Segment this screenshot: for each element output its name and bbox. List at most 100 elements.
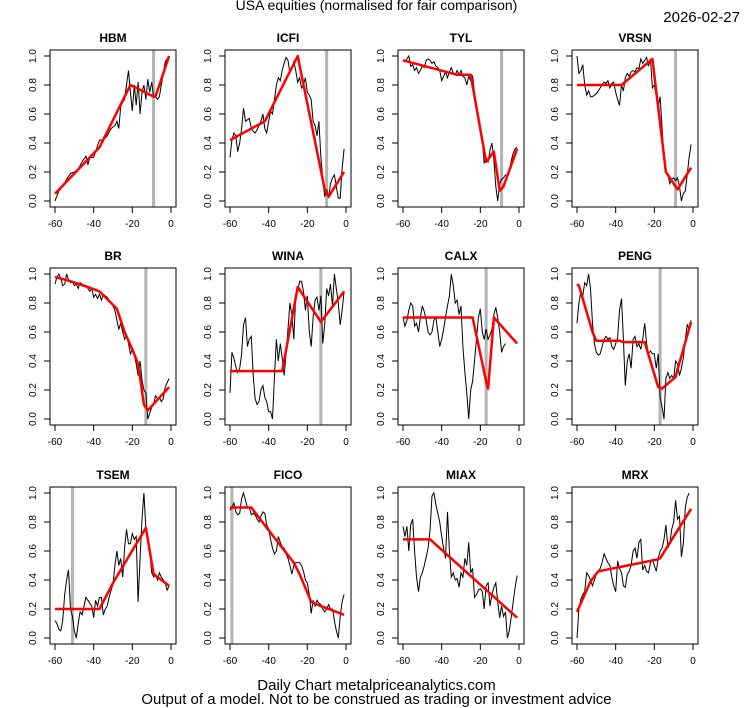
x-tick-label: -60	[396, 219, 411, 230]
y-tick-label: 0.0	[203, 631, 214, 645]
y-tick-label: 1.0	[376, 267, 387, 281]
x-tick-label: -20	[473, 656, 488, 667]
x-tick-label: -20	[125, 656, 140, 667]
x-tick-label: 0	[168, 219, 174, 230]
x-tick-label: 0	[690, 219, 696, 230]
y-tick-label: 0.0	[376, 412, 387, 426]
y-tick-label: 1.0	[203, 267, 214, 281]
x-tick-label: -20	[647, 656, 662, 667]
panel-hbm: HBM -60 -40 -20 0 0.0 0.2 0.4 0.6 0.8 1.0	[28, 31, 177, 230]
panel-title: MRX	[622, 468, 649, 482]
trend-series-line	[402, 59, 519, 193]
x-tick-label: -40	[434, 437, 449, 448]
y-tick-label: 0.8	[550, 515, 561, 529]
y-tick-label: 0.6	[550, 325, 561, 339]
footer-source: Daily Chart metalpriceanalytics.com	[257, 677, 496, 694]
price-series-line	[402, 273, 506, 420]
x-tick-label: -20	[300, 219, 315, 230]
x-tick-label: -40	[608, 437, 623, 448]
y-tick-label: 0.4	[203, 573, 214, 587]
trend-series-line	[54, 275, 171, 412]
x-tick-label: -40	[261, 656, 276, 667]
y-tick-label: 0.2	[550, 602, 561, 616]
x-tick-label: -20	[473, 437, 488, 448]
y-tick-label: 0.2	[203, 602, 214, 616]
x-tick-label: -40	[86, 656, 101, 667]
trend-series-line	[403, 538, 518, 619]
y-tick-label: 0.4	[376, 573, 387, 587]
y-tick-label: 0.8	[28, 515, 39, 529]
y-tick-label: 0.0	[203, 412, 214, 426]
x-tick-label: -60	[570, 656, 585, 667]
trend-series-line	[55, 526, 170, 611]
trend-series-line	[54, 55, 171, 195]
y-tick-label: 1.0	[203, 486, 214, 500]
y-tick-label: 0.8	[203, 78, 214, 92]
y-tick-label: 0.4	[203, 354, 214, 368]
x-tick-label: 0	[516, 437, 522, 448]
x-tick-label: -20	[647, 219, 662, 230]
panel-vrsn: VRSN -60 -40 -20 0 0.0 0.2 0.4 0.6 0.8 1.0	[550, 31, 699, 230]
x-tick-label: 0	[343, 656, 349, 667]
y-tick-label: 0.4	[376, 354, 387, 368]
plot-frame	[397, 267, 525, 426]
x-tick-label: -40	[434, 219, 449, 230]
x-tick-label: -60	[223, 437, 238, 448]
y-tick-label: 1.0	[550, 267, 561, 281]
plot-frame	[571, 267, 699, 426]
price-series-line	[229, 491, 345, 639]
x-tick-label: -20	[300, 656, 315, 667]
y-tick-label: 0.2	[376, 602, 387, 616]
y-tick-label: 0.0	[376, 631, 387, 645]
panel-title: WINA	[272, 249, 304, 263]
panel-miax: MIAX -60 -40 -20 0 0.0 0.2 0.4 0.6 0.8 1.0	[376, 468, 525, 667]
plot-frame	[49, 486, 177, 645]
x-tick-label: 0	[168, 437, 174, 448]
panel-br: BR -60 -40 -20 0 0.0 0.2 0.4 0.6 0.8 1.0	[28, 249, 177, 448]
panel-wina: WINA -60 -40 -20 0 0.0 0.2 0.4 0.6 0.8 1.0	[203, 249, 352, 448]
x-tick-label: -20	[125, 219, 140, 230]
x-tick-label: -60	[223, 219, 238, 230]
panel-title: ICFI	[277, 31, 300, 45]
y-tick-label: 0.8	[203, 296, 214, 310]
y-tick-label: 1.0	[28, 49, 39, 63]
price-series-line	[54, 55, 170, 202]
y-tick-label: 0.2	[28, 383, 39, 397]
panel-tyl: TYL -60 -40 -20 0 0.0 0.2 0.4 0.6 0.8 1.0	[376, 31, 525, 230]
panel-title: VRSN	[618, 31, 651, 45]
plot-frame	[49, 49, 177, 208]
y-tick-label: 0.4	[28, 354, 39, 368]
x-tick-label: 0	[343, 437, 349, 448]
x-tick-label: -40	[86, 437, 101, 448]
x-tick-label: -60	[48, 437, 63, 448]
price-series-line	[54, 272, 170, 420]
y-tick-label: 0.2	[376, 165, 387, 179]
x-tick-label: -60	[223, 656, 238, 667]
y-tick-label: 0.8	[28, 78, 39, 92]
price-series-line	[402, 54, 518, 202]
x-tick-label: -20	[647, 437, 662, 448]
y-tick-label: 0.0	[28, 631, 39, 645]
panel-title: HBM	[99, 31, 126, 45]
x-tick-label: 0	[690, 437, 696, 448]
y-tick-label: 0.6	[376, 107, 387, 121]
plot-frame	[224, 49, 352, 208]
y-tick-label: 0.0	[203, 194, 214, 208]
y-tick-label: 0.4	[550, 354, 561, 368]
x-tick-label: -40	[608, 656, 623, 667]
y-tick-label: 0.2	[550, 383, 561, 397]
panel-title: TSEM	[96, 468, 129, 482]
price-series-line	[576, 273, 692, 420]
plot-frame	[571, 49, 699, 208]
panel-tsem: TSEM -60 -40 -20 0 0.0 0.2 0.4 0.6 0.8 1.0	[28, 468, 177, 667]
panel-title: MIAX	[446, 468, 476, 482]
panel-title: BR	[104, 249, 122, 263]
trend-series-line	[575, 508, 693, 613]
panel-title: FICO	[274, 468, 303, 482]
plot-frame	[224, 486, 352, 645]
x-tick-label: -60	[48, 656, 63, 667]
panel-title: TYL	[450, 31, 473, 45]
y-tick-label: 0.8	[376, 515, 387, 529]
trend-series-line	[576, 283, 693, 390]
x-tick-label: 0	[516, 219, 522, 230]
